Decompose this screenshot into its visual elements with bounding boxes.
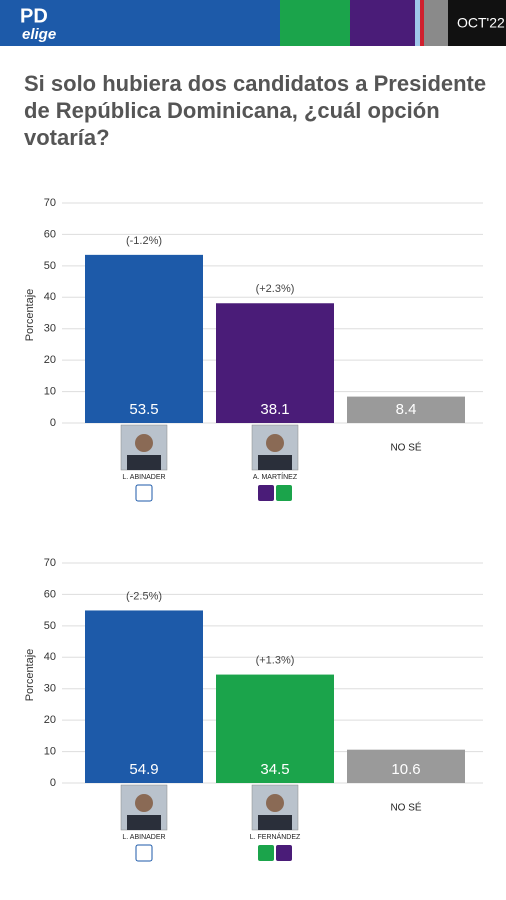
logo: PD [20, 5, 48, 27]
category-label: L. ABINADER [122, 834, 165, 841]
change-label: (+2.3%) [256, 283, 295, 295]
photo-suit [127, 815, 161, 830]
header-band [0, 0, 280, 46]
y-axis-label: Porcentaje [24, 289, 36, 342]
y-tick-label: 20 [44, 354, 56, 366]
category-label: NO SÉ [390, 801, 421, 814]
date: OCT'22 [457, 15, 505, 31]
bar [216, 674, 334, 783]
party-logo [258, 845, 274, 861]
photo-suit [127, 455, 161, 470]
y-tick-label: 40 [44, 651, 56, 663]
party-logo [135, 844, 153, 862]
header-band [424, 0, 448, 46]
value-label: 34.5 [260, 761, 289, 778]
party-logo [276, 845, 292, 861]
header-band [420, 0, 424, 46]
category-label: A. MARTÍNEZ [253, 472, 298, 481]
y-tick-label: 10 [44, 745, 56, 757]
value-label: 54.9 [129, 761, 158, 778]
category-label: NO SÉ [390, 441, 421, 454]
photo-head [266, 794, 284, 812]
bar [85, 254, 203, 423]
y-tick-label: 40 [44, 291, 56, 303]
party-logo [258, 485, 274, 501]
value-label: 10.6 [391, 761, 420, 778]
y-tick-label: 60 [44, 588, 56, 600]
header-band [350, 0, 415, 46]
y-axis-label: Porcentaje [24, 649, 36, 702]
change-label: (-2.5%) [126, 590, 162, 602]
change-label: (+1.3%) [256, 654, 295, 666]
bar [347, 749, 465, 783]
bar [85, 610, 203, 783]
logo-sub: elige [22, 26, 56, 43]
header-band [448, 0, 506, 46]
y-tick-label: 10 [44, 385, 56, 397]
party-logo [135, 484, 153, 502]
photo-suit [258, 455, 292, 470]
y-tick-label: 70 [44, 197, 56, 209]
bar [216, 303, 334, 423]
y-tick-label: 30 [44, 323, 56, 335]
photo-suit [258, 815, 292, 830]
photo-head [135, 434, 153, 452]
y-tick-label: 30 [44, 683, 56, 695]
y-tick-label: 50 [44, 260, 56, 272]
y-tick-label: 0 [50, 417, 56, 429]
header-band [280, 0, 350, 46]
change-label: (-1.2%) [126, 235, 162, 247]
category-label: L. FERNÁNDEZ [250, 832, 301, 841]
header-band [415, 0, 420, 46]
category-label: L. ABINADER [122, 474, 165, 481]
y-tick-label: 70 [44, 557, 56, 569]
y-tick-label: 20 [44, 714, 56, 726]
party-logo [276, 485, 292, 501]
value-label: 53.5 [129, 401, 158, 418]
title: Si solo hubiera dos candidatos a Preside… [24, 71, 487, 150]
y-tick-label: 50 [44, 620, 56, 632]
photo-head [266, 434, 284, 452]
y-tick-label: 0 [50, 777, 56, 789]
value-label: 38.1 [260, 401, 289, 418]
photo-head [135, 794, 153, 812]
bar [347, 396, 465, 423]
y-tick-label: 60 [44, 228, 56, 240]
value-label: 8.4 [396, 401, 417, 418]
